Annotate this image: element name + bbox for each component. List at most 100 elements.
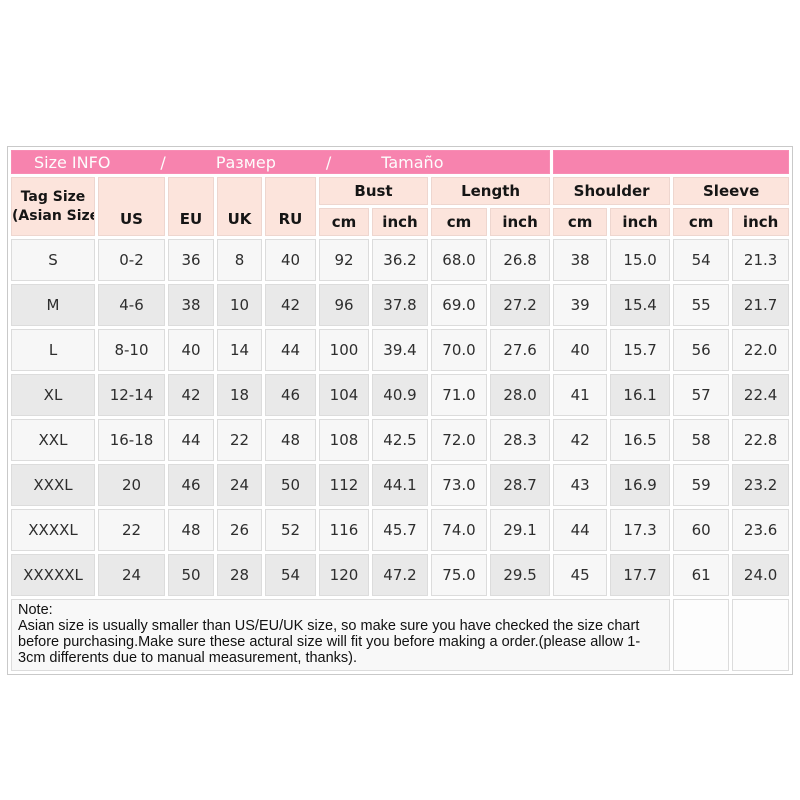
unit-header-row: cm inch cm inch cm inch cm inch <box>11 208 790 236</box>
tamano-label: Tamaño <box>381 152 444 172</box>
size-row-xxxxxl: XXXXXL 24 50 28 54 120 47.2 75.0 29.5 45… <box>11 554 790 596</box>
cell: 73.0 <box>431 464 487 506</box>
cell: 71.0 <box>431 374 487 416</box>
shoulder-header-cell: Shoulder <box>553 177 671 205</box>
cell: 45.7 <box>372 509 428 551</box>
cell: 42 <box>265 284 316 326</box>
cell: 45 <box>553 554 608 596</box>
note-row: Note: Asian size is usually smaller than… <box>11 599 790 671</box>
bust-header-cell: Bust <box>319 177 428 205</box>
size-label-cell: XL <box>11 374 95 416</box>
pink-header-row: Size INFO / Размер / Tamaño <box>11 150 790 174</box>
cell: 39 <box>553 284 608 326</box>
cell: 54 <box>265 554 316 596</box>
cell: 120 <box>319 554 369 596</box>
tag-size-header-cell: Tag Size (Asian Size) <box>11 177 95 236</box>
cell: 15.7 <box>610 329 671 371</box>
cell: 21.3 <box>732 239 790 281</box>
cell: 23.2 <box>732 464 790 506</box>
cell: 42.5 <box>372 419 428 461</box>
cell: 108 <box>319 419 369 461</box>
size-info-cell: Size INFO / Размер / Tamaño <box>11 150 551 174</box>
cell: 48 <box>168 509 214 551</box>
size-row-l: L 8-10 40 14 44 100 39.4 70.0 27.6 40 15… <box>11 329 790 371</box>
tag-size-line2: (Asian Size) <box>12 207 94 224</box>
cell: 40.9 <box>372 374 428 416</box>
cell: 44.1 <box>372 464 428 506</box>
cell: 0-2 <box>98 239 165 281</box>
size-row-xl: XL 12-14 42 18 46 104 40.9 71.0 28.0 41 … <box>11 374 790 416</box>
cell: 16.5 <box>610 419 671 461</box>
cell: 43 <box>553 464 608 506</box>
cell: 55 <box>673 284 730 326</box>
cell: 14 <box>217 329 262 371</box>
cell: 8-10 <box>98 329 165 371</box>
cell: 40 <box>265 239 316 281</box>
cell: 28.3 <box>490 419 551 461</box>
cm-header-cell: cm <box>553 208 608 236</box>
inch-header-cell: inch <box>732 208 790 236</box>
cell: 59 <box>673 464 730 506</box>
cell: 27.6 <box>490 329 551 371</box>
uk-header-cell: UK <box>217 177 262 236</box>
cell: 74.0 <box>431 509 487 551</box>
cell: 17.7 <box>610 554 671 596</box>
cell: 16-18 <box>98 419 165 461</box>
cell: 39.4 <box>372 329 428 371</box>
cell: 24 <box>217 464 262 506</box>
cell: 68.0 <box>431 239 487 281</box>
ru-header-cell: RU <box>265 177 316 236</box>
cell: 28.7 <box>490 464 551 506</box>
cell: 44 <box>168 419 214 461</box>
cell: 38 <box>168 284 214 326</box>
cell: 24.0 <box>732 554 790 596</box>
cell: 23.6 <box>732 509 790 551</box>
inch-header-cell: inch <box>610 208 671 236</box>
slash-separator: / <box>160 152 166 172</box>
cell: 16.1 <box>610 374 671 416</box>
cell: 29.5 <box>490 554 551 596</box>
cell: 48 <box>265 419 316 461</box>
cell: 69.0 <box>431 284 487 326</box>
cell: 36 <box>168 239 214 281</box>
empty-cell <box>673 599 730 671</box>
cm-header-cell: cm <box>673 208 730 236</box>
cell: 58 <box>673 419 730 461</box>
cell: 72.0 <box>431 419 487 461</box>
cell: 26.8 <box>490 239 551 281</box>
cell: 21.7 <box>732 284 790 326</box>
pink-spacer-cell <box>553 150 790 174</box>
cell: 40 <box>168 329 214 371</box>
cell: 112 <box>319 464 369 506</box>
cell: 22.4 <box>732 374 790 416</box>
size-chart-table: Size INFO / Размер / Tamaño Tag Size (As… <box>7 146 794 675</box>
note-body: Asian size is usually smaller than US/EU… <box>18 618 641 666</box>
cell: 100 <box>319 329 369 371</box>
cell: 40 <box>553 329 608 371</box>
tag-size-line1: Tag Size <box>20 188 86 205</box>
size-row-xxxxl: XXXXL 22 48 26 52 116 45.7 74.0 29.1 44 … <box>11 509 790 551</box>
cell: 4-6 <box>98 284 165 326</box>
cm-header-cell: cm <box>431 208 487 236</box>
inch-header-cell: inch <box>490 208 551 236</box>
cell: 29.1 <box>490 509 551 551</box>
cell: 15.0 <box>610 239 671 281</box>
cell: 50 <box>168 554 214 596</box>
cell: 47.2 <box>372 554 428 596</box>
note-cell: Note: Asian size is usually smaller than… <box>11 599 671 671</box>
cell: 44 <box>553 509 608 551</box>
cell: 50 <box>265 464 316 506</box>
cell: 36.2 <box>372 239 428 281</box>
cell: 44 <box>265 329 316 371</box>
cell: 60 <box>673 509 730 551</box>
us-header-cell: US <box>98 177 165 236</box>
size-label-cell: M <box>11 284 95 326</box>
cell: 12-14 <box>98 374 165 416</box>
cell: 56 <box>673 329 730 371</box>
length-header-cell: Length <box>431 177 551 205</box>
cell: 75.0 <box>431 554 487 596</box>
cell: 8 <box>217 239 262 281</box>
cell: 42 <box>168 374 214 416</box>
empty-cell <box>732 599 790 671</box>
